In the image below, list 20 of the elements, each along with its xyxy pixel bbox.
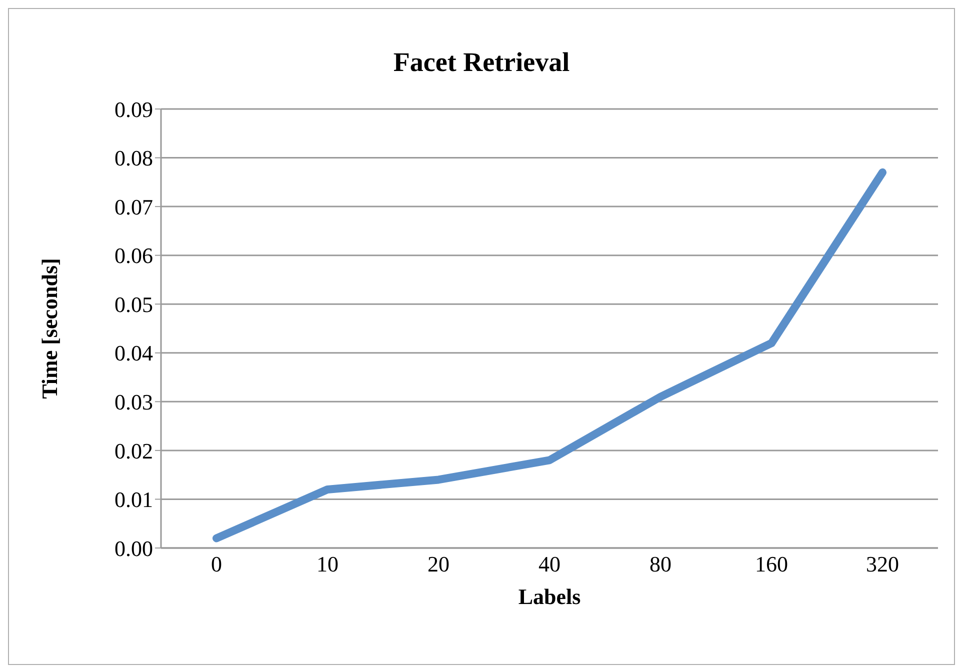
y-tick-label: 0.07 bbox=[114, 194, 153, 220]
x-tick-label: 10 bbox=[316, 552, 338, 577]
y-tick-label: 0.02 bbox=[114, 438, 153, 464]
y-tick-label: 0.05 bbox=[114, 292, 153, 317]
chart-title: Facet Retrieval bbox=[392, 47, 571, 78]
y-tick-label: 0.01 bbox=[114, 487, 153, 512]
x-tick-label: 320 bbox=[866, 552, 899, 577]
y-axis-title: Time [seconds] bbox=[36, 258, 62, 399]
y-tick-label: 0.09 bbox=[114, 96, 153, 122]
x-tick-label: 80 bbox=[650, 552, 672, 577]
y-tick-label: 0.00 bbox=[114, 536, 153, 561]
x-tick-label: 0 bbox=[211, 552, 222, 577]
y-tick-label: 0.06 bbox=[114, 243, 153, 268]
x-tick-label: 160 bbox=[755, 552, 788, 577]
x-tick-label: 40 bbox=[538, 552, 560, 577]
x-axis-title: Labels bbox=[518, 584, 582, 609]
y-tick-label: 0.03 bbox=[114, 389, 153, 414]
x-tick-label: 20 bbox=[428, 552, 450, 577]
y-tick-label: 0.08 bbox=[114, 146, 153, 171]
y-tick-label: 0.04 bbox=[114, 340, 153, 366]
